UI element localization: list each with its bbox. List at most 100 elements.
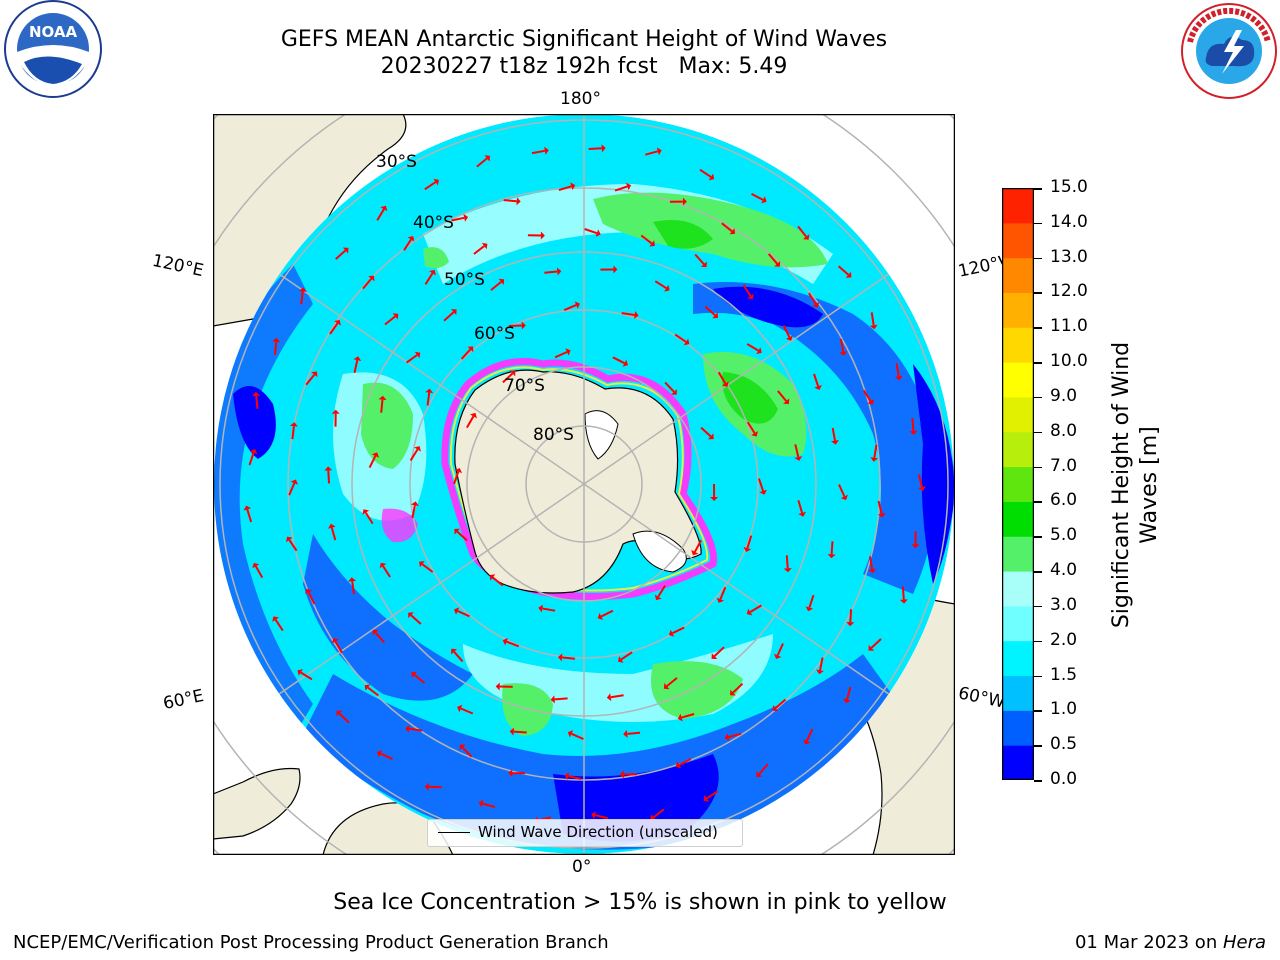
wind-arrow-head bbox=[433, 178, 439, 186]
wind-arrow-shaft bbox=[694, 253, 705, 265]
wind-arrow-shaft bbox=[721, 222, 733, 233]
wind-arrow-head bbox=[411, 501, 419, 507]
colorbar-tick-mark bbox=[1034, 466, 1042, 469]
wind-arrow-head bbox=[803, 739, 811, 745]
footer-host: Hera bbox=[1222, 932, 1266, 953]
wind-arrow-head bbox=[623, 729, 628, 738]
wind-arrow-head bbox=[353, 356, 362, 361]
wind-arrow-shaft bbox=[558, 185, 572, 192]
wind-arrow-head bbox=[918, 486, 926, 491]
wind-arrow-head bbox=[759, 489, 767, 495]
wind-arrow-shaft bbox=[473, 245, 485, 255]
wind-arrow-shaft bbox=[797, 225, 807, 238]
wind-arrow-head bbox=[675, 761, 682, 769]
colorbar-tick-mark bbox=[1034, 327, 1042, 329]
wind-arrow-shaft bbox=[699, 168, 712, 178]
wind-arrow-head bbox=[454, 468, 463, 474]
wind-arrow-shaft bbox=[554, 697, 568, 701]
sea-ice-patch-left bbox=[381, 508, 418, 543]
wave-patch-green-upper-left bbox=[423, 247, 449, 269]
wind-arrow-head bbox=[348, 577, 357, 582]
wind-arrow-shaft bbox=[767, 253, 778, 265]
wave-patch-green-upper-right bbox=[593, 192, 828, 268]
wind-arrow-shaft bbox=[542, 607, 556, 612]
south-africa bbox=[213, 767, 301, 840]
wind-arrow-shaft bbox=[594, 814, 608, 820]
colorbar-tick-mark bbox=[1034, 640, 1042, 643]
colorbar-tick-label: 10.0 bbox=[1050, 351, 1088, 372]
colorbar-tick-label: 1.0 bbox=[1050, 699, 1078, 720]
wind-arrow-head bbox=[424, 782, 429, 791]
wind-arrow-head bbox=[729, 228, 736, 235]
colorbar-segment bbox=[1002, 640, 1034, 677]
wind-arrow-shaft bbox=[482, 802, 496, 808]
wind-arrow-shaft bbox=[476, 157, 488, 168]
wind-arrow-head bbox=[451, 309, 457, 316]
wind-arrow-shaft bbox=[746, 535, 753, 549]
colorbar-tick-mark bbox=[1034, 362, 1042, 364]
wind-arrow-shaft bbox=[911, 418, 915, 432]
wind-arrow-shaft bbox=[421, 563, 434, 573]
footer-right: 01 Mar 2023 on Hera bbox=[1075, 932, 1266, 953]
wind-arrow-head bbox=[814, 385, 822, 390]
wind-arrow-head bbox=[249, 448, 258, 454]
wind-arrow-head bbox=[700, 261, 707, 268]
weddell-ice-shelf bbox=[632, 530, 687, 573]
wave-patch-green-upper-right-core bbox=[653, 220, 713, 249]
wind-arrow-head bbox=[708, 173, 715, 181]
wind-arrow-shaft bbox=[831, 427, 836, 441]
wind-arrow-shaft bbox=[732, 682, 744, 694]
wind-arrow-shaft bbox=[288, 482, 296, 496]
wind-arrow-shaft bbox=[774, 698, 787, 709]
wind-arrow-shaft bbox=[453, 471, 460, 485]
wind-arrow-shaft bbox=[307, 591, 316, 605]
wind-arrow-head bbox=[544, 146, 549, 155]
wave-patch-green-lower-right bbox=[651, 661, 743, 719]
colorbar-segment bbox=[1002, 257, 1034, 293]
colorbar-segment bbox=[1002, 571, 1034, 607]
wind-arrow-head bbox=[606, 693, 612, 702]
footer-date: 01 Mar 2023 on bbox=[1074, 932, 1223, 953]
wind-arrow-shaft bbox=[808, 594, 815, 608]
wind-arrow-head bbox=[622, 359, 628, 367]
sea-ice-edge bbox=[441, 358, 718, 600]
wind-arrow-head bbox=[816, 669, 824, 675]
wind-arrow-shaft bbox=[461, 746, 473, 758]
wind-arrow-head bbox=[484, 155, 491, 162]
polar-map bbox=[212, 113, 956, 856]
wind-arrow-shaft bbox=[917, 474, 923, 488]
wind-arrow-shaft bbox=[291, 426, 295, 440]
wind-arrow-shaft bbox=[492, 576, 504, 587]
colorbar-tick-label: 0.0 bbox=[1050, 769, 1078, 789]
wave-band-blue-right bbox=[693, 282, 938, 594]
colorbar-tick-mark bbox=[1034, 257, 1042, 260]
wind-arrow-shaft bbox=[877, 500, 883, 514]
wind-arrow-head bbox=[376, 750, 383, 758]
colorbar-segment bbox=[1002, 605, 1034, 642]
colorbar-tick-mark bbox=[1034, 431, 1042, 434]
colorbar-segment bbox=[1002, 501, 1034, 537]
wind-arrow-shaft bbox=[776, 643, 784, 656]
wind-arrow-head bbox=[297, 669, 303, 676]
wind-arrow-head bbox=[846, 622, 855, 627]
wind-arrow-head bbox=[332, 638, 339, 644]
colorbar-tick-label: 12.0 bbox=[1050, 281, 1088, 302]
wind-arrow-head bbox=[654, 594, 662, 601]
wind-arrow-head bbox=[454, 528, 460, 535]
wind-arrow-head bbox=[286, 536, 293, 543]
wind-arrow-head bbox=[634, 311, 639, 319]
wind-arrow-head bbox=[298, 287, 307, 292]
wind-arrow-shaft bbox=[813, 373, 820, 387]
colorbar-title-line2: Waves [m] bbox=[1137, 426, 1162, 543]
wind-arrow-head bbox=[311, 371, 318, 378]
wind-arrow-shaft bbox=[327, 470, 330, 484]
wind-arrow-shaft bbox=[382, 565, 391, 578]
wind-arrow-head bbox=[498, 278, 505, 285]
wind-arrows bbox=[243, 144, 926, 825]
wind-arrow-head bbox=[364, 684, 371, 691]
wind-arrow-head bbox=[405, 724, 410, 733]
colorbar-tick-label: 0.5 bbox=[1050, 734, 1078, 755]
colorbar-segment bbox=[1002, 745, 1034, 781]
wind-arrow-head bbox=[650, 814, 657, 821]
wind-arrow-head bbox=[331, 409, 340, 414]
